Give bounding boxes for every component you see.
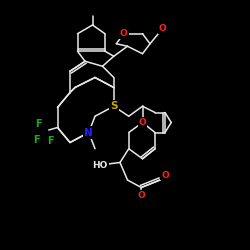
Text: O: O — [161, 170, 169, 179]
Text: O: O — [159, 24, 166, 33]
Text: HO: HO — [92, 160, 108, 170]
Text: S: S — [110, 101, 118, 111]
Text: O: O — [138, 190, 145, 200]
Text: O: O — [120, 29, 128, 38]
Text: N: N — [84, 128, 93, 138]
Text: F: F — [33, 135, 40, 145]
Text: F: F — [36, 119, 42, 129]
Text: O: O — [138, 118, 146, 127]
Text: F: F — [47, 136, 53, 146]
